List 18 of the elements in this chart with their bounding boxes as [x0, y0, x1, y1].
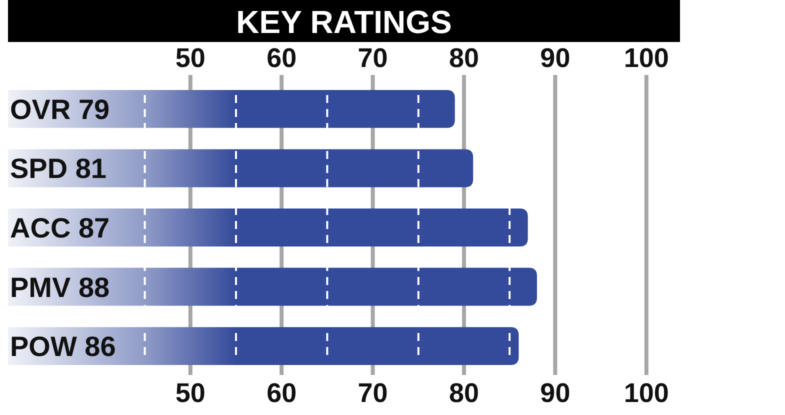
x2-tick-label: 100	[624, 43, 669, 73]
x2-tick-label: 70	[358, 43, 388, 73]
x-tick-label: 70	[358, 378, 388, 408]
y-tick-label: PMV 88	[10, 272, 110, 303]
y-tick-label: ACC 87	[10, 212, 110, 244]
x-tick-label: 50	[175, 378, 206, 408]
chart-title: KEY RATINGS	[236, 4, 452, 40]
x-tick-label: 100	[624, 378, 669, 408]
x2-tick-label: 90	[540, 43, 570, 73]
y-tick-label: POW 86	[10, 331, 116, 362]
x-tick-label: 80	[448, 378, 480, 408]
x-tick-label: 60	[266, 378, 297, 408]
x2-tick-label: 80	[448, 43, 480, 73]
y-tick-label: SPD 81	[10, 153, 106, 184]
x2-tick-label: 60	[266, 43, 297, 73]
x2-tick-label: 50	[175, 43, 206, 73]
y-tick-label: OVR 79	[10, 94, 110, 125]
x-tick-label: 90	[540, 378, 570, 408]
